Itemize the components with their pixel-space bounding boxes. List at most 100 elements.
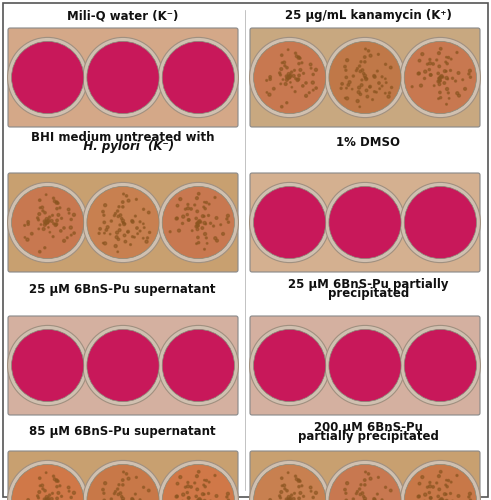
Point (283, 72, 291, 80)
Point (279, 76, 287, 84)
Point (70, 229, 78, 237)
Point (121, 238, 129, 246)
Point (337, 84, 345, 92)
Point (200, 203, 208, 211)
Point (174, 480, 182, 488)
Point (210, 222, 218, 230)
Point (201, 497, 209, 500)
Point (378, 82, 386, 90)
Point (43, 493, 51, 500)
FancyBboxPatch shape (8, 173, 238, 272)
Point (436, 486, 443, 494)
Point (48, 495, 55, 500)
Point (57, 214, 65, 222)
Point (184, 478, 192, 486)
Point (277, 488, 285, 496)
Point (201, 482, 209, 490)
Point (57, 492, 65, 500)
Point (53, 220, 60, 228)
Point (417, 82, 425, 90)
Point (358, 489, 366, 497)
Point (283, 64, 291, 72)
Point (280, 58, 288, 66)
Circle shape (83, 38, 163, 117)
Point (37, 220, 45, 228)
Point (118, 492, 126, 500)
Point (455, 92, 463, 100)
Circle shape (249, 326, 330, 406)
Point (294, 76, 301, 84)
Point (200, 481, 208, 489)
Point (185, 216, 192, 224)
Point (344, 81, 352, 89)
Point (455, 492, 463, 500)
Circle shape (400, 182, 480, 262)
Circle shape (325, 326, 405, 406)
Point (34, 494, 42, 500)
Point (184, 200, 192, 208)
Point (127, 240, 135, 248)
FancyBboxPatch shape (250, 316, 480, 415)
Point (415, 480, 423, 488)
Point (136, 218, 144, 226)
Point (307, 484, 315, 492)
Point (342, 489, 350, 497)
Point (465, 493, 473, 500)
Point (266, 73, 274, 81)
Point (284, 498, 292, 500)
Point (125, 196, 133, 204)
Point (288, 491, 296, 499)
Point (441, 67, 449, 75)
Point (65, 487, 73, 495)
Point (307, 60, 315, 68)
Point (194, 222, 202, 230)
Point (67, 494, 75, 500)
Point (375, 474, 382, 482)
Point (197, 218, 205, 226)
Point (119, 496, 127, 500)
Point (283, 99, 291, 107)
Point (285, 493, 293, 500)
Point (435, 498, 442, 500)
Point (343, 56, 351, 64)
Point (375, 79, 383, 87)
Point (459, 498, 466, 500)
Circle shape (7, 460, 88, 500)
FancyBboxPatch shape (250, 173, 480, 272)
Point (415, 492, 423, 500)
Point (455, 69, 463, 77)
Point (67, 216, 75, 224)
Circle shape (162, 330, 234, 402)
Point (341, 94, 349, 102)
Point (41, 499, 49, 500)
Point (34, 492, 42, 500)
Point (429, 60, 437, 68)
Point (354, 64, 361, 72)
Point (295, 54, 302, 62)
Point (195, 238, 203, 246)
Point (436, 62, 443, 70)
Point (188, 226, 196, 234)
Circle shape (253, 42, 326, 114)
Point (99, 208, 107, 216)
Point (133, 196, 140, 203)
Point (387, 486, 395, 494)
Point (42, 217, 50, 225)
Point (447, 66, 455, 74)
Point (125, 474, 133, 482)
Point (276, 494, 284, 500)
Point (70, 489, 78, 497)
Point (354, 488, 361, 496)
Point (113, 228, 121, 236)
Circle shape (325, 182, 405, 262)
Point (441, 490, 449, 498)
Point (370, 72, 378, 80)
Point (44, 496, 52, 500)
Point (43, 497, 51, 500)
Point (309, 70, 317, 78)
Point (440, 79, 448, 87)
Point (452, 77, 460, 85)
Point (362, 498, 370, 500)
Point (114, 212, 122, 220)
Point (187, 205, 195, 213)
